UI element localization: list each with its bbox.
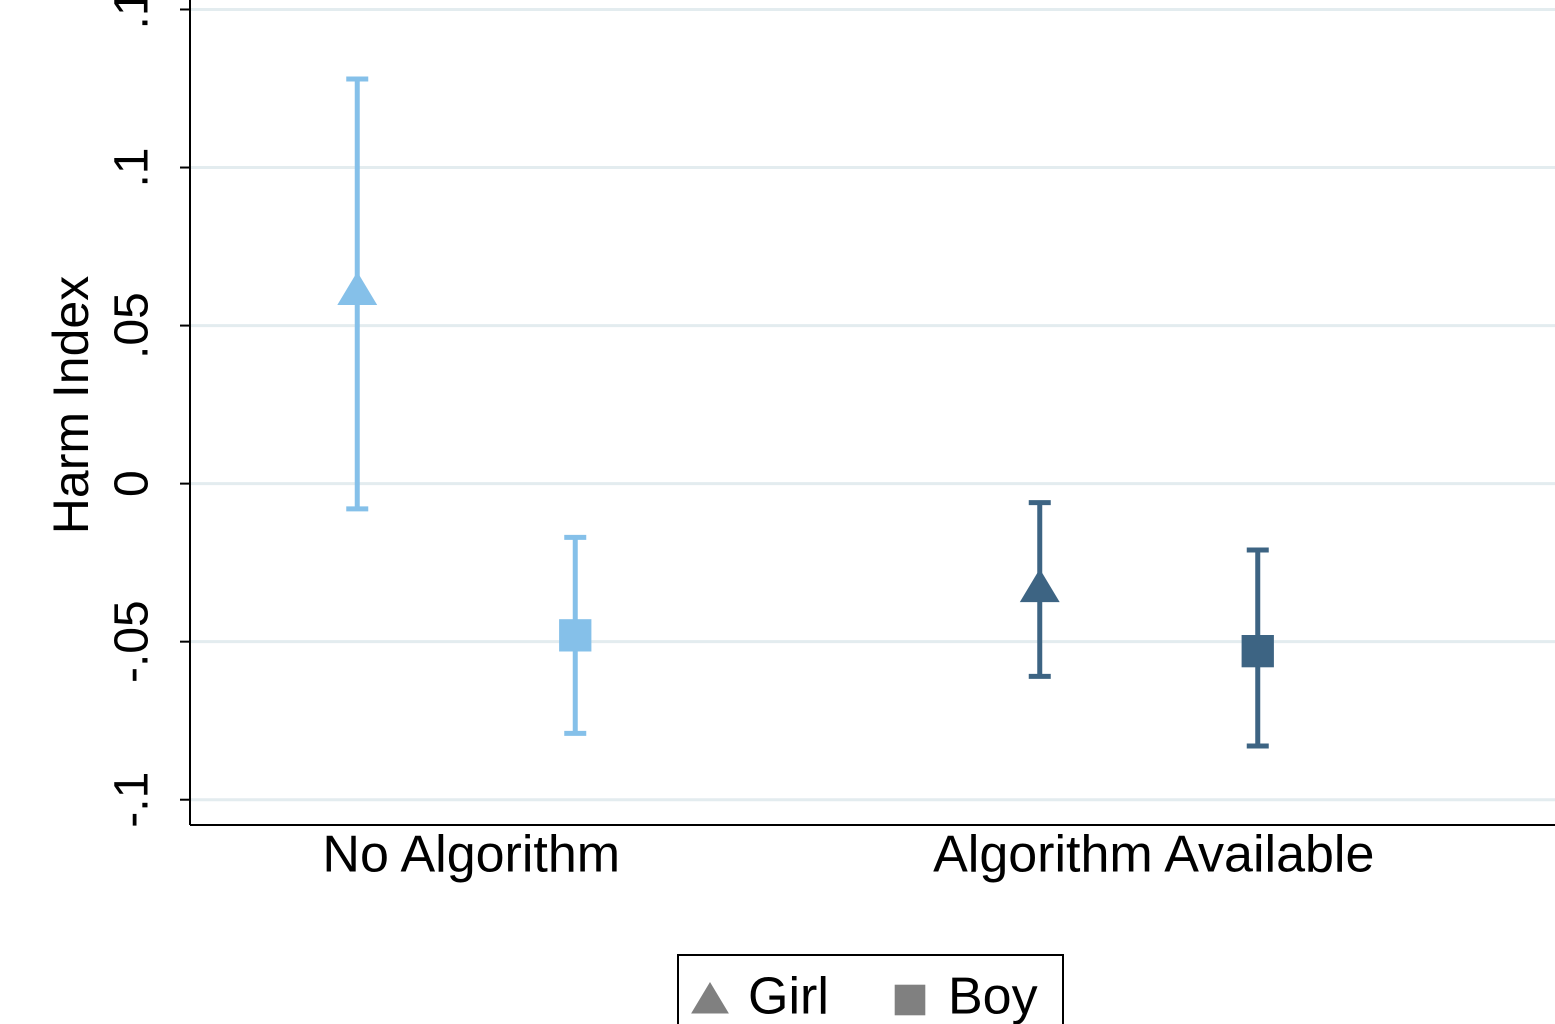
point (1019, 568, 1060, 603)
y-tick-label: -.1 (106, 772, 159, 828)
y-tick-label: .1 (106, 148, 159, 188)
y-tick-label: .05 (106, 292, 159, 359)
point (1241, 634, 1274, 668)
y-tick-label: 0 (106, 470, 159, 497)
legend-label: Girl (748, 968, 829, 1024)
point (337, 271, 378, 306)
legend-box (677, 954, 1064, 1024)
y-axis-label: Harm Index (43, 276, 99, 534)
point (559, 619, 592, 652)
x-tick-label: Algorithm Available (933, 826, 1374, 884)
y-tick-label: .1 (106, 0, 159, 29)
x-tick-label: No Algorithm (322, 826, 620, 884)
legend-marker (691, 982, 729, 1014)
legend-marker (894, 984, 926, 1016)
y-tick-label: -.05 (106, 600, 159, 683)
legend-label: Boy (948, 968, 1038, 1024)
